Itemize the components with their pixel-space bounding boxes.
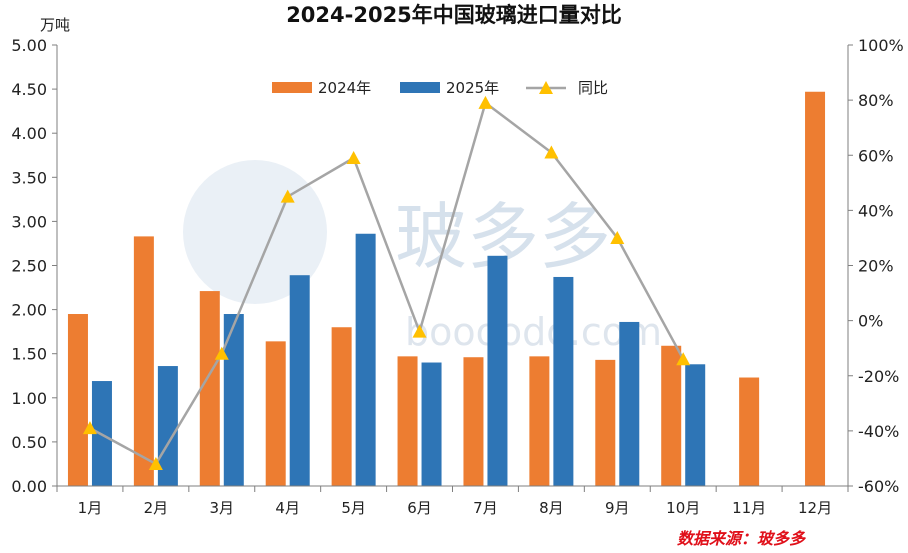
x-tick-label: 4月 <box>275 499 300 517</box>
bar-2024-2 <box>133 236 154 486</box>
right-tick-label: 40% <box>858 201 894 220</box>
yoy-point-2 <box>148 456 163 470</box>
watermark-url: boooodo.com <box>405 310 662 354</box>
bar-2024-1 <box>67 314 88 486</box>
legend: 2024年 2025年 同比 <box>272 79 608 97</box>
legend-marker-yoy <box>539 81 553 94</box>
left-tick-label: 1.00 <box>11 389 47 408</box>
bar-2025-10 <box>685 364 706 486</box>
legend-swatch-2024 <box>272 82 312 93</box>
left-axis-unit: 万吨 <box>40 16 70 34</box>
bar-2025-8 <box>553 276 574 486</box>
right-tick-label: -20% <box>858 367 899 386</box>
x-tick-label: 9月 <box>605 499 630 517</box>
legend-label-2025: 2025年 <box>446 79 499 97</box>
bar-2025-4 <box>289 275 310 486</box>
bar-2024-6 <box>397 356 418 486</box>
bars <box>67 91 826 486</box>
left-tick-label: 2.00 <box>11 301 47 320</box>
yoy-point-7 <box>478 95 493 109</box>
right-tick-label: 100% <box>858 36 904 55</box>
legend-swatch-2025 <box>400 82 440 93</box>
bar-2024-5 <box>331 327 352 486</box>
right-tick-label: 80% <box>858 91 894 110</box>
yoy-point-10 <box>676 352 691 366</box>
yoy-point-9 <box>610 230 625 244</box>
bar-2025-6 <box>421 362 442 486</box>
bar-2024-12 <box>805 91 826 486</box>
chart-title: 2024-2025年中国玻璃进口量对比 <box>286 3 622 27</box>
bar-2024-4 <box>265 341 286 486</box>
x-tick-label: 3月 <box>210 499 235 517</box>
yoy-point-4 <box>280 189 295 203</box>
yoy-point-5 <box>346 151 361 165</box>
right-tick-label: 60% <box>858 146 894 165</box>
data-source: 数据来源：玻多多 <box>677 529 807 548</box>
yoy-polyline <box>89 100 685 466</box>
left-tick-label: 3.50 <box>11 168 47 187</box>
right-tick-label: -40% <box>858 422 899 441</box>
bar-2025-9 <box>619 321 640 486</box>
yoy-point-8 <box>544 145 559 159</box>
bar-2024-3 <box>199 291 220 486</box>
right-tick-label: 0% <box>858 312 883 331</box>
bar-2025-5 <box>355 233 376 486</box>
bar-2024-11 <box>739 377 760 486</box>
left-tick-label: 1.50 <box>11 345 47 364</box>
x-tick-label: 7月 <box>473 499 498 517</box>
left-tick-label: 4.00 <box>11 124 47 143</box>
left-tick-label: 5.00 <box>11 36 47 55</box>
yoy-point-6 <box>412 324 427 338</box>
bar-2024-8 <box>529 356 550 486</box>
x-tick-label: 2月 <box>144 499 169 517</box>
bar-2024-10 <box>661 345 682 486</box>
yoy-point-1 <box>82 421 97 435</box>
bar-2024-9 <box>595 359 616 486</box>
legend-label-yoy: 同比 <box>578 79 608 97</box>
x-axis: 1月 2月 3月 4月 5月 6月 7月 8月 9月 10月 11月 12月 <box>56 485 849 517</box>
right-tick-label: 20% <box>858 257 894 276</box>
bar-2025-3 <box>223 314 244 486</box>
left-tick-label: 0.00 <box>11 477 47 496</box>
x-tick-label: 12月 <box>798 499 832 517</box>
left-tick-label: 3.00 <box>11 212 47 231</box>
left-tick-label: 0.50 <box>11 433 47 452</box>
x-tick-label: 11月 <box>732 499 766 517</box>
right-tick-label: -60% <box>858 477 899 496</box>
bar-2024-7 <box>463 357 484 486</box>
left-axis: 0.00 0.50 1.00 1.50 2.00 2.50 3.00 3.50 4.00 4.50… <box>11 36 58 496</box>
legend-label-2024: 2024年 <box>318 79 371 97</box>
bar-2025-2 <box>157 366 178 486</box>
x-tick-label: 1月 <box>78 499 103 517</box>
bar-2025-7 <box>487 255 508 486</box>
left-tick-label: 2.50 <box>11 257 47 276</box>
left-tick-label: 4.50 <box>11 80 47 99</box>
yoy-point-3 <box>214 346 229 360</box>
x-tick-label: 10月 <box>666 499 700 517</box>
x-tick-label: 5月 <box>341 499 366 517</box>
x-tick-label: 6月 <box>407 499 432 517</box>
yoy-line <box>82 95 691 470</box>
x-tick-label: 8月 <box>539 499 564 517</box>
right-axis: -60% -40% -20% 0% 20% 40% 60% 80% 100% <box>847 36 904 496</box>
